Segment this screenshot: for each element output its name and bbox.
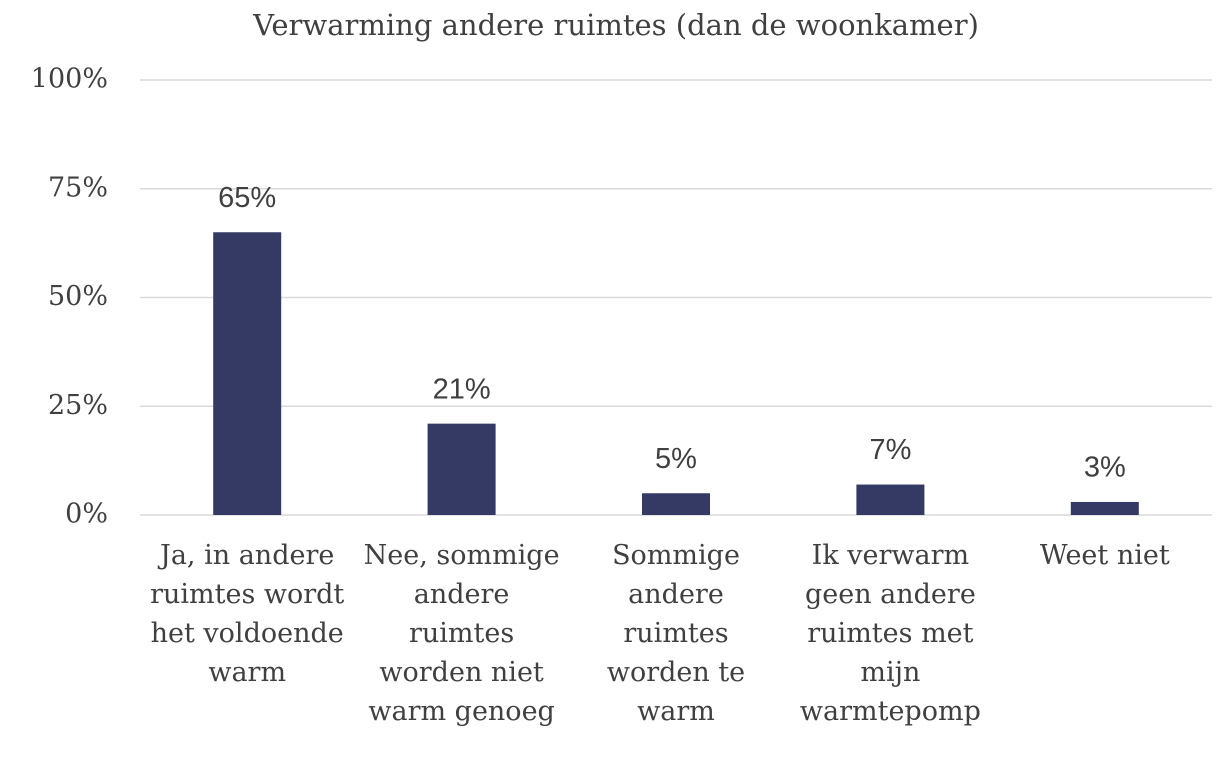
x-tick-label: Ik verwarm geen andere ruimtes met mijn … bbox=[799, 540, 981, 727]
value-label: 5% bbox=[655, 443, 697, 475]
y-tick-label: 25% bbox=[48, 390, 108, 421]
value-label: 21% bbox=[433, 373, 491, 405]
y-tick-label: 100% bbox=[31, 64, 108, 95]
x-tick-label: Sommige andere ruimtes worden te warm bbox=[606, 540, 746, 727]
value-label: 65% bbox=[218, 182, 276, 214]
value-label: 3% bbox=[1084, 452, 1126, 484]
value-label: 7% bbox=[869, 434, 911, 466]
y-tick-label: 0% bbox=[65, 499, 108, 530]
x-tick-label: Weet niet bbox=[1039, 540, 1170, 571]
y-tick-label: 75% bbox=[48, 172, 108, 203]
x-tick-label: Ja, in andere ruimtes wordt het voldoend… bbox=[150, 540, 345, 688]
bar bbox=[642, 493, 710, 515]
bar bbox=[427, 423, 496, 515]
bar bbox=[856, 484, 925, 515]
bar bbox=[213, 232, 282, 515]
y-tick-label: 50% bbox=[48, 281, 108, 312]
x-tick-label: Nee, sommige andere ruimtes worden niet … bbox=[363, 540, 560, 727]
chart-title: Verwarming andere ruimtes (dan de woonka… bbox=[252, 8, 979, 42]
bar bbox=[1070, 501, 1139, 515]
